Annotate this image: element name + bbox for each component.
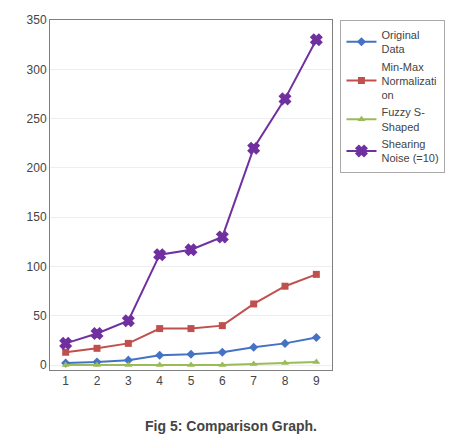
svg-text:6: 6: [219, 374, 226, 388]
svg-text:8: 8: [282, 374, 289, 388]
svg-text:4: 4: [156, 374, 163, 388]
svg-text:9: 9: [313, 374, 320, 388]
svg-text:50: 50: [33, 309, 47, 323]
svg-text:7: 7: [250, 374, 257, 388]
svg-text:100: 100: [27, 260, 47, 274]
svg-text:1: 1: [62, 374, 69, 388]
svg-text:0: 0: [40, 358, 47, 372]
svg-text:Fuzzy S-Shaped: Fuzzy S-Shaped: [381, 106, 425, 132]
svg-text:200: 200: [27, 161, 47, 175]
svg-text:300: 300: [27, 63, 47, 77]
svg-text:5: 5: [188, 374, 195, 388]
svg-text:3: 3: [125, 374, 132, 388]
svg-text:Min-MaxNormalization: Min-MaxNormalization: [381, 61, 436, 102]
svg-text:OriginalData: OriginalData: [381, 29, 419, 55]
svg-text:ShearingNoise (=10): ShearingNoise (=10): [381, 138, 438, 164]
svg-text:150: 150: [27, 210, 47, 224]
svg-text:250: 250: [27, 112, 47, 126]
svg-text:Fig 5: Comparison Graph.: Fig 5: Comparison Graph.: [145, 418, 317, 434]
svg-text:2: 2: [94, 374, 101, 388]
svg-text:350: 350: [27, 13, 47, 27]
